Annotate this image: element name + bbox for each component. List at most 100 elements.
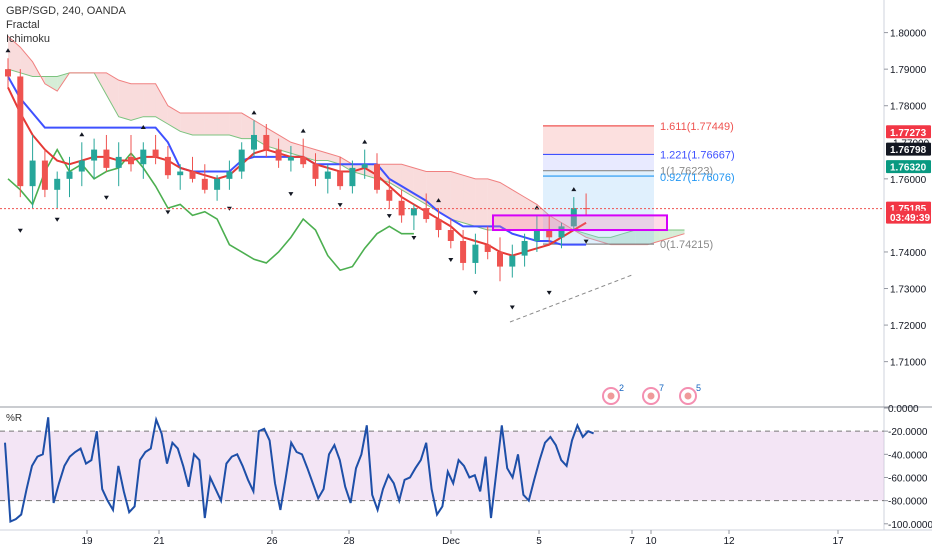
time-tick-label: 5 [536,536,542,547]
fractal-up-marker [534,205,540,210]
cloud-segment [143,83,156,117]
cloud-segment [635,230,648,245]
candle-body [337,171,344,187]
wr-tick-label: -60.0000 [888,473,928,484]
fractal-down-marker [583,239,589,244]
wr-band [0,431,884,501]
candle-body [263,134,270,150]
fractal-up-marker [140,124,146,129]
williams-r-pane [0,415,884,523]
fractal-down-marker [165,210,171,215]
cloud-segment [524,197,537,231]
candle-body [177,171,184,176]
time-tick-label: 21 [153,536,165,547]
candle-body [226,171,233,179]
cloud-segment [450,171,464,223]
candle-body [361,164,368,168]
cloud-segment [167,105,181,132]
cloud-segment [512,189,525,231]
fractal-up-marker [300,128,306,133]
cloud-segment [426,171,439,212]
price-tick-label: 1.79000 [890,65,927,76]
candle-body [447,230,454,241]
candle-body [103,149,110,168]
fractal-down-marker [546,290,552,295]
fractal-down-marker [509,305,515,310]
cloud-segment [44,76,58,92]
cloud-segment [290,142,304,157]
fib-level-label: 1.611(1.77449) [660,121,734,133]
cloud-segment [131,83,144,121]
fib-trend-line [509,274,633,323]
candle-body [214,178,221,190]
fractal-up-marker [79,132,85,137]
candle-body [521,240,528,256]
fib-level-label: 1.221(1.76667) [660,149,735,161]
fractal-down-marker [386,214,392,219]
candle-body [115,156,122,168]
candle-body [5,69,11,77]
cloud-segment [475,178,488,231]
fib-zone-upper [543,125,654,155]
price-tick-label: 1.73000 [890,285,927,296]
candle-body [546,230,553,238]
candle-body [201,178,208,190]
candle-body [140,149,147,165]
cloud-segment [586,233,599,241]
candle-body [17,76,24,187]
drawings[interactable] [0,208,884,232]
candle-body [29,160,36,187]
event-count: 2 [619,383,624,393]
fib-level-label: 0(1.74215) [660,239,713,251]
fib-zone-mid [543,154,654,171]
candle-body [324,171,331,179]
fractal-up-marker [362,139,368,144]
fractal-up-marker [436,198,441,203]
time-axis[interactable]: 19 21 26 28 Dec 5 7 10 12 17 [81,530,844,547]
candle-body [91,149,98,161]
candle-body [484,244,491,252]
fractal-down-marker [448,257,454,262]
cloud-segment [204,113,218,135]
cloud-segment [303,145,316,161]
candle-body [251,134,257,150]
fractal-up-marker [571,187,577,192]
wr-tick-label: -100.0000 [888,520,932,531]
wr-line [4,415,594,523]
fibonacci-extension[interactable]: 1.611(1.77449) 1.221(1.76667) 1(1.76223)0.… [509,121,735,323]
candle-body [189,171,196,179]
price-axis[interactable]: 1.80000 1.79000 1.78000 1.76000 1.74000 1.730… [884,29,932,531]
fractal-down-marker [288,192,294,197]
cloud-segment [217,113,230,135]
candle-body [583,208,590,210]
event-markers[interactable]: 2 7 5 [602,383,701,405]
event-count: 5 [696,383,701,393]
price-badge-label: 1.76798 [890,145,927,156]
price-badge [886,210,931,224]
cloud-segment [192,113,205,135]
cloud-segment [155,83,168,124]
candle-body [238,149,245,172]
candle-body [54,178,61,190]
price-tick-label: 1.72000 [890,321,927,332]
fractal-markers [5,48,589,310]
fractal-down-marker [411,236,417,241]
cloud-segment [278,134,291,154]
cloud-segment [254,120,267,146]
candle-body [128,156,134,165]
candle-body [423,208,430,220]
ichimoku-lines [7,75,587,272]
price-badge-label: 1.75185 [890,204,927,215]
ichimoku-indicator-label[interactable]: Ichimoku [6,33,51,45]
cloud-segment [487,178,500,231]
cloud-segment [118,80,131,121]
oscillator-label[interactable]: %R [6,413,23,424]
candle-body [78,160,85,172]
fractal-down-marker [337,203,343,208]
fractal-down-marker [103,195,109,200]
fractal-indicator-label[interactable]: Fractal [6,19,40,31]
time-tick-label: Dec [442,536,460,547]
highlight-zone[interactable] [492,214,668,232]
symbol-title: GBP/SGD, 240, OANDA [6,5,126,17]
